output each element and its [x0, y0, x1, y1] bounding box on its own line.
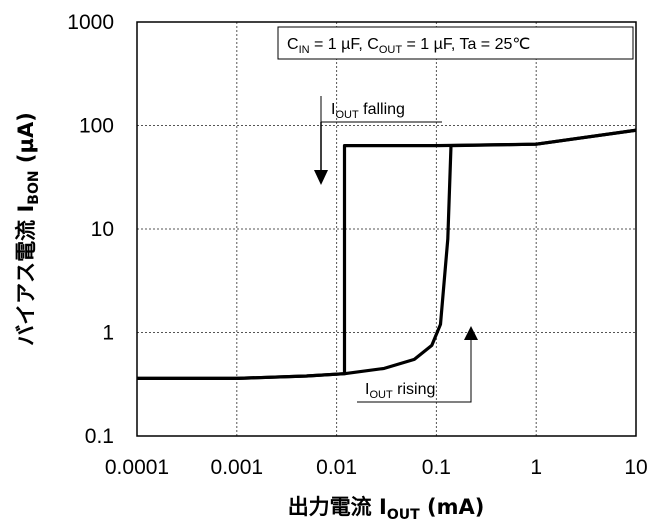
rising-arrow-head [464, 326, 478, 340]
y-tick-label: 100 [79, 115, 114, 138]
condition-text: CIN = 1 µF, COUT = 1 µF, Ta = 25℃ [287, 36, 530, 56]
x-axis-title: 出力電流 IOUT (mA) [288, 495, 485, 523]
y-tick-label: 1 [102, 322, 114, 345]
x-tick-labels: 0.0001 0.001 0.01 0.1 1 10 [105, 456, 648, 479]
x-tick-label: 10 [624, 456, 647, 479]
falling-arrow-head [314, 170, 328, 185]
plot-frame [136, 21, 637, 437]
grid [137, 22, 636, 436]
x-tick-label: 0.001 [211, 456, 264, 479]
x-tick-label: 0.1 [422, 456, 451, 479]
y-tick-labels: 0.1 1 10 100 1000 [67, 11, 114, 448]
series-line-2 [137, 128, 637, 380]
x-tick-label: 1 [530, 456, 542, 479]
series-group [137, 128, 637, 380]
y-axis-title: バイアス電流 IBON (µA) [14, 112, 42, 346]
rising-label: IOUT rising [365, 381, 435, 401]
y-tick-label: 10 [91, 218, 114, 241]
condition-box [277, 26, 634, 60]
y-tick-label: 0.1 [85, 425, 114, 448]
rising-callout-line [357, 336, 472, 403]
x-tick-label: 0.01 [316, 456, 357, 479]
falling-label: IOUT falling [331, 101, 405, 121]
x-tick-label: 0.0001 [105, 456, 169, 479]
y-tick-label: 1000 [67, 11, 114, 34]
